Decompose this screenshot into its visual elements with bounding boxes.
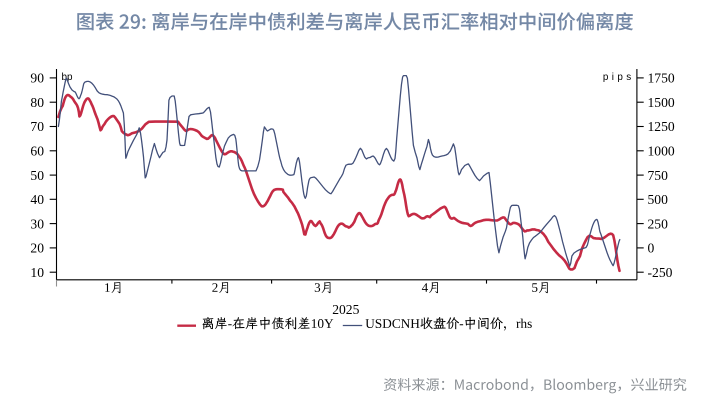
svg-text:pips: pips (603, 72, 635, 83)
svg-text:250: 250 (648, 216, 669, 231)
svg-text:0: 0 (648, 241, 655, 256)
svg-text:1750: 1750 (648, 71, 675, 86)
svg-text:500: 500 (648, 192, 669, 207)
svg-text:40: 40 (30, 192, 44, 207)
svg-text:60: 60 (30, 144, 44, 159)
svg-text:90: 90 (30, 71, 44, 86)
svg-text:20: 20 (30, 241, 44, 256)
svg-text:1250: 1250 (648, 119, 675, 134)
svg-text:bp: bp (62, 72, 73, 83)
svg-text:-250: -250 (648, 265, 673, 280)
svg-text:1500: 1500 (648, 95, 675, 110)
svg-text:1000: 1000 (648, 144, 675, 159)
svg-text:2025: 2025 (332, 302, 359, 317)
svg-text:80: 80 (30, 95, 44, 110)
svg-text:50: 50 (30, 168, 44, 183)
svg-text:30: 30 (30, 216, 44, 231)
svg-text:10: 10 (30, 265, 44, 280)
svg-text:750: 750 (648, 168, 669, 183)
svg-text:70: 70 (30, 119, 44, 134)
